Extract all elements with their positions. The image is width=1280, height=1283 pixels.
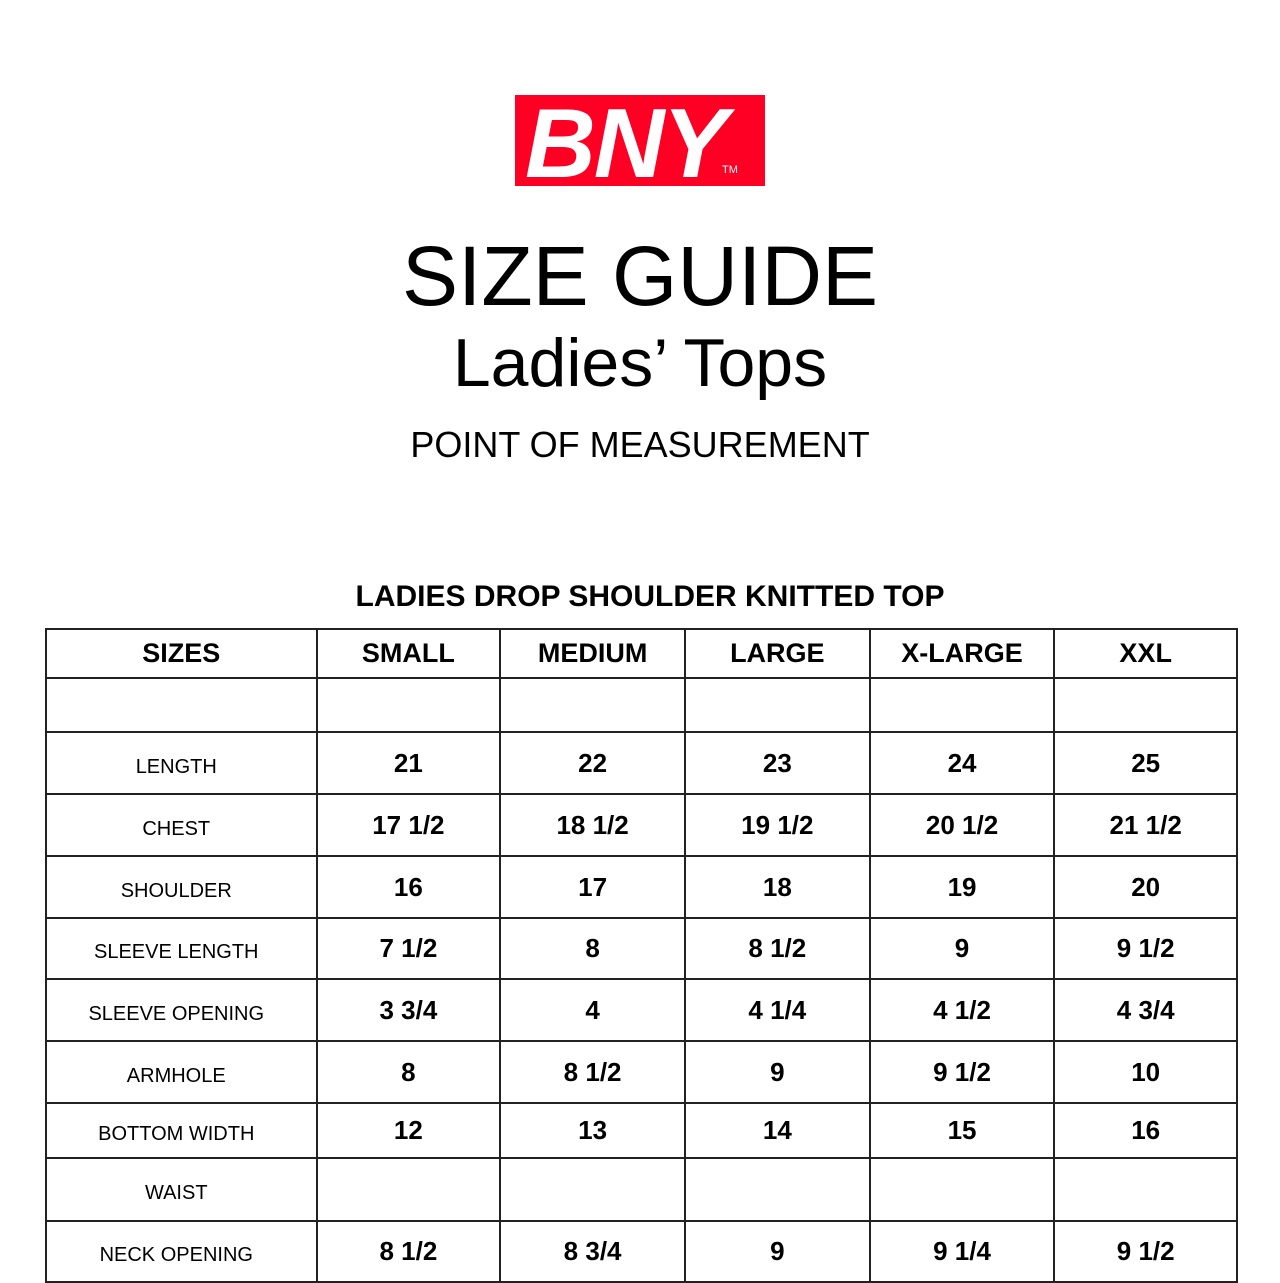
cell-value: 4 bbox=[499, 978, 686, 1042]
cell-value bbox=[499, 1157, 686, 1222]
table-row: CHEST 17 1/2 18 1/2 19 1/2 20 1/2 21 1/2 bbox=[45, 793, 1238, 857]
table-title: LADIES DROP SHOULDER KNITTED TOP bbox=[355, 580, 945, 613]
cell-value: 25 bbox=[1053, 731, 1238, 795]
cell-value: 21 1/2 bbox=[1053, 793, 1238, 857]
row-label: CHEST bbox=[45, 793, 318, 857]
cell-value: 9 1/2 bbox=[868, 1040, 1056, 1104]
cell-value bbox=[1053, 1157, 1238, 1222]
column-header: XXL bbox=[1053, 628, 1238, 679]
table-row: ARMHOLE 8 8 1/2 9 9 1/2 10 bbox=[45, 1040, 1238, 1104]
cell-value: 14 bbox=[683, 1102, 871, 1159]
size-table: SIZES SMALL MEDIUM LARGE X-LARGE XXL LENGTH 21… bbox=[45, 628, 1238, 1283]
cell-value: 16 bbox=[315, 855, 502, 919]
cell-value: 8 bbox=[315, 1040, 502, 1104]
logo-text: BNY bbox=[525, 88, 728, 198]
cell-value: 19 bbox=[868, 855, 1056, 919]
cell-value: 15 bbox=[868, 1102, 1056, 1159]
cell-value: 8 1/2 bbox=[683, 917, 871, 980]
cell-value bbox=[868, 1157, 1056, 1222]
row-label: BOTTOM WIDTH bbox=[45, 1102, 318, 1159]
page-subtitle: Ladies’ Tops bbox=[452, 325, 828, 401]
table-row: SLEEVE OPENING 3 3/4 4 4 1/4 4 1/2 4 3/4 bbox=[45, 978, 1238, 1042]
cell-value: 8 1/2 bbox=[315, 1220, 502, 1283]
cell-value bbox=[1053, 677, 1238, 733]
cell-value: 9 bbox=[683, 1040, 871, 1104]
cell-value: 21 bbox=[315, 731, 502, 795]
column-header: SMALL bbox=[315, 628, 502, 679]
cell-value: 3 3/4 bbox=[315, 978, 502, 1042]
cell-value bbox=[315, 677, 502, 733]
cell-value: 12 bbox=[315, 1102, 502, 1159]
cell-value: 8 3/4 bbox=[499, 1220, 686, 1283]
cell-value bbox=[315, 1157, 502, 1222]
table-row: BOTTOM WIDTH 12 13 14 15 16 bbox=[45, 1102, 1238, 1159]
table-row bbox=[45, 677, 1238, 733]
table-row: NECK OPENING 8 1/2 8 3/4 9 9 1/4 9 1/2 bbox=[45, 1220, 1238, 1283]
cell-value: 8 1/2 bbox=[499, 1040, 686, 1104]
row-label: WAIST bbox=[45, 1157, 318, 1222]
row-label: NECK OPENING bbox=[45, 1220, 318, 1283]
cell-value: 13 bbox=[499, 1102, 686, 1159]
row-label bbox=[45, 677, 318, 733]
cell-value bbox=[683, 677, 871, 733]
cell-value: 16 bbox=[1053, 1102, 1238, 1159]
cell-value: 4 3/4 bbox=[1053, 978, 1238, 1042]
cell-value: 24 bbox=[868, 731, 1056, 795]
row-label: SLEEVE OPENING bbox=[45, 978, 318, 1042]
cell-value: 20 bbox=[1053, 855, 1238, 919]
column-header: MEDIUM bbox=[499, 628, 686, 679]
cell-value: 20 1/2 bbox=[868, 793, 1056, 857]
page-title: SIZE GUIDE bbox=[401, 229, 879, 323]
table-row: SLEEVE LENGTH 7 1/2 8 8 1/2 9 9 1/2 bbox=[45, 917, 1238, 980]
cell-value: 18 1/2 bbox=[499, 793, 686, 857]
trademark: TM bbox=[722, 164, 738, 176]
table-row: SHOULDER 16 17 18 19 20 bbox=[45, 855, 1238, 919]
cell-value bbox=[499, 677, 686, 733]
cell-value: 22 bbox=[499, 731, 686, 795]
header-row: SIZES SMALL MEDIUM LARGE X-LARGE XXL bbox=[45, 628, 1238, 679]
cell-value: 9 1/2 bbox=[1053, 1220, 1238, 1283]
cell-value: 18 bbox=[683, 855, 871, 919]
cell-value: 9 bbox=[683, 1220, 871, 1283]
table-row: WAIST bbox=[45, 1157, 1238, 1222]
column-header: X-LARGE bbox=[868, 628, 1056, 679]
cell-value: 10 bbox=[1053, 1040, 1238, 1104]
table-row: LENGTH 21 22 23 24 25 bbox=[45, 731, 1238, 795]
bny-logo: BNY TM bbox=[515, 88, 765, 198]
cell-value: 4 1/4 bbox=[683, 978, 871, 1042]
row-label: SHOULDER bbox=[45, 855, 318, 919]
row-label: ARMHOLE bbox=[45, 1040, 318, 1104]
cell-value: 9 1/4 bbox=[868, 1220, 1056, 1283]
cell-value: 17 bbox=[499, 855, 686, 919]
cell-value: 9 1/2 bbox=[1053, 917, 1238, 980]
column-header: SIZES bbox=[45, 628, 318, 679]
cell-value bbox=[683, 1157, 871, 1222]
cell-value: 7 1/2 bbox=[315, 917, 502, 980]
cell-value: 8 bbox=[499, 917, 686, 980]
row-label: SLEEVE LENGTH bbox=[45, 917, 318, 980]
cell-value: 4 1/2 bbox=[868, 978, 1056, 1042]
column-header: LARGE bbox=[683, 628, 871, 679]
cell-value: 23 bbox=[683, 731, 871, 795]
row-label: LENGTH bbox=[45, 731, 318, 795]
cell-value: 19 1/2 bbox=[683, 793, 871, 857]
cell-value: 9 bbox=[868, 917, 1056, 980]
cell-value: 17 1/2 bbox=[315, 793, 502, 857]
cell-value bbox=[868, 677, 1056, 733]
section-heading: POINT OF MEASUREMENT bbox=[410, 424, 870, 465]
